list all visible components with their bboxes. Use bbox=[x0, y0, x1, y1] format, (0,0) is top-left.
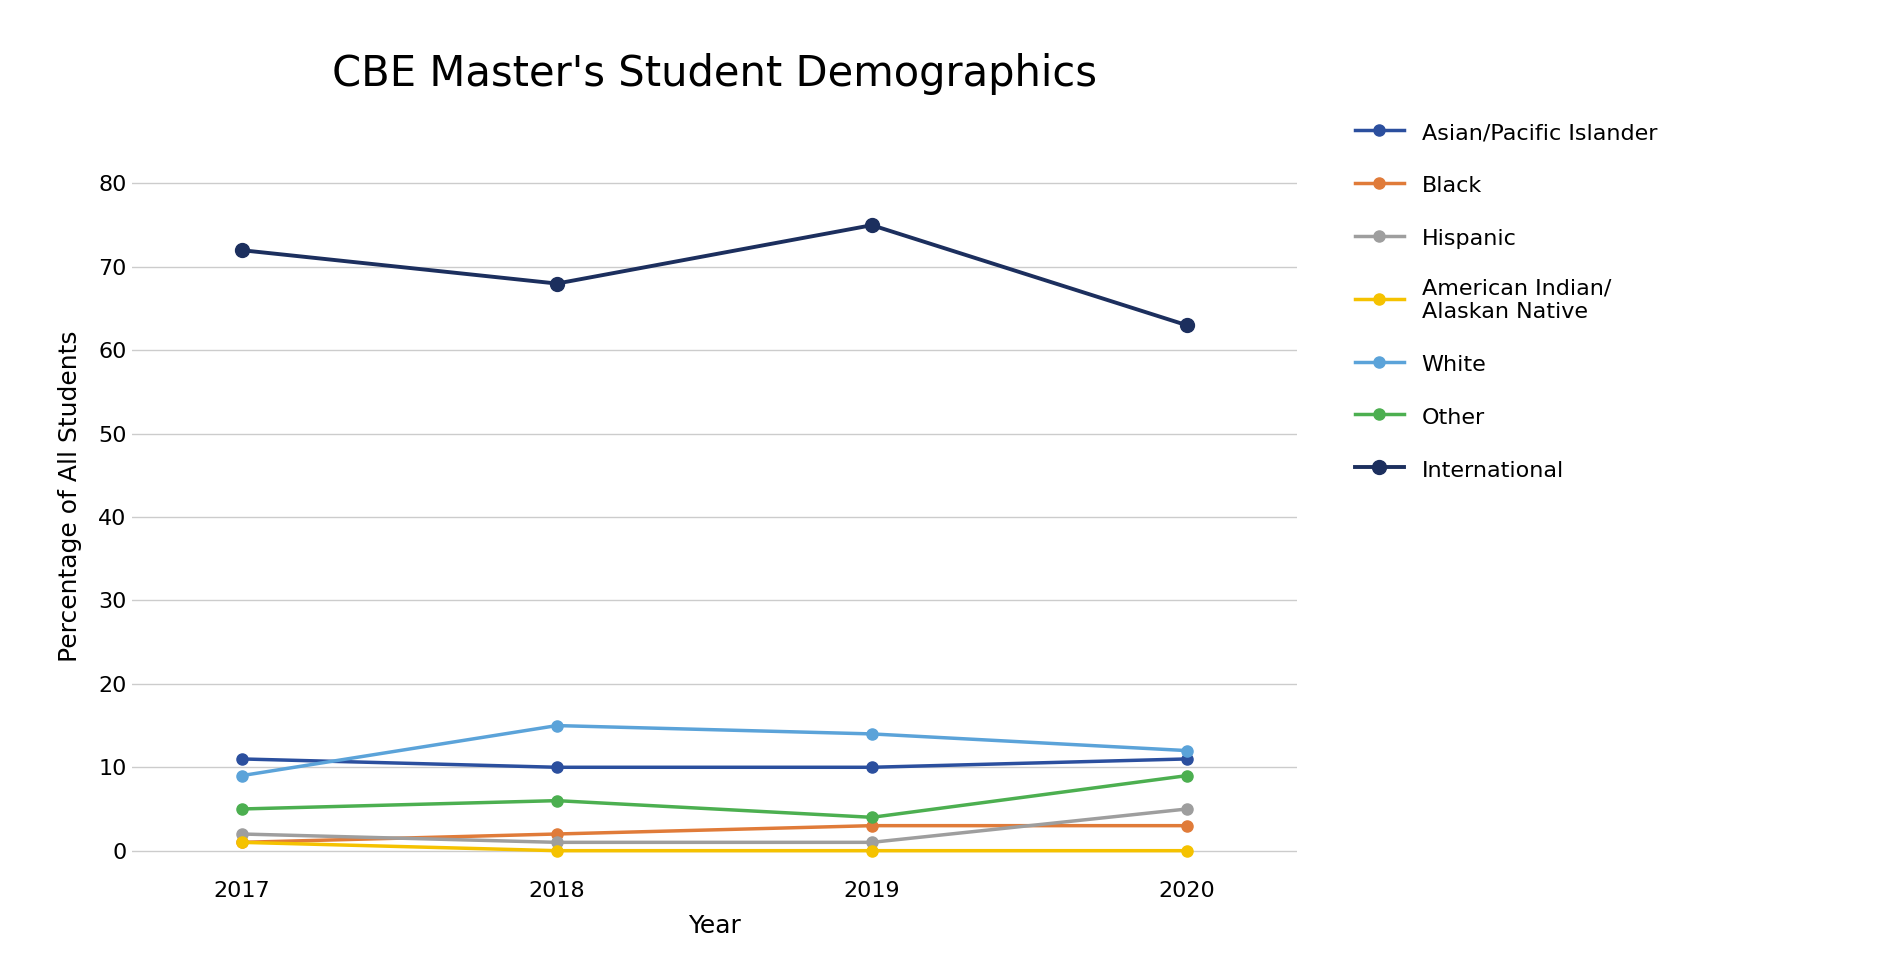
Line: American Indian/
Alaskan Native: American Indian/ Alaskan Native bbox=[237, 837, 1192, 856]
Line: Other: Other bbox=[237, 770, 1192, 823]
Other bbox=[861, 811, 884, 823]
American Indian/
Alaskan Native bbox=[1175, 845, 1198, 856]
American Indian/
Alaskan Native bbox=[545, 845, 568, 856]
White bbox=[861, 728, 884, 739]
Black bbox=[1175, 820, 1198, 832]
Other bbox=[545, 795, 568, 807]
Line: Black: Black bbox=[237, 820, 1192, 847]
Black bbox=[861, 820, 884, 832]
White bbox=[231, 770, 254, 781]
Hispanic bbox=[231, 828, 254, 840]
Line: Hispanic: Hispanic bbox=[237, 804, 1192, 847]
Line: White: White bbox=[237, 720, 1192, 781]
Other bbox=[231, 803, 254, 814]
Hispanic bbox=[861, 837, 884, 848]
Line: International: International bbox=[235, 218, 1194, 332]
Hispanic bbox=[1175, 803, 1198, 814]
Asian/Pacific Islander bbox=[545, 762, 568, 774]
International bbox=[231, 244, 254, 256]
American Indian/
Alaskan Native bbox=[861, 845, 884, 856]
Y-axis label: Percentage of All Students: Percentage of All Students bbox=[58, 331, 81, 662]
White bbox=[1175, 744, 1198, 756]
Black bbox=[545, 828, 568, 840]
Asian/Pacific Islander bbox=[231, 753, 254, 765]
International bbox=[545, 277, 568, 289]
Legend: Asian/Pacific Islander, Black, Hispanic, American Indian/
Alaskan Native, White,: Asian/Pacific Islander, Black, Hispanic,… bbox=[1355, 121, 1656, 481]
Line: Asian/Pacific Islander: Asian/Pacific Islander bbox=[237, 753, 1192, 773]
White bbox=[545, 720, 568, 732]
Hispanic bbox=[545, 837, 568, 848]
Black bbox=[231, 837, 254, 848]
Asian/Pacific Islander bbox=[861, 762, 884, 774]
X-axis label: Year: Year bbox=[688, 915, 741, 938]
International bbox=[1175, 319, 1198, 331]
Other bbox=[1175, 770, 1198, 781]
Asian/Pacific Islander bbox=[1175, 753, 1198, 765]
Title: CBE Master's Student Demographics: CBE Master's Student Demographics bbox=[333, 54, 1096, 95]
American Indian/
Alaskan Native bbox=[231, 837, 254, 848]
International bbox=[861, 219, 884, 231]
